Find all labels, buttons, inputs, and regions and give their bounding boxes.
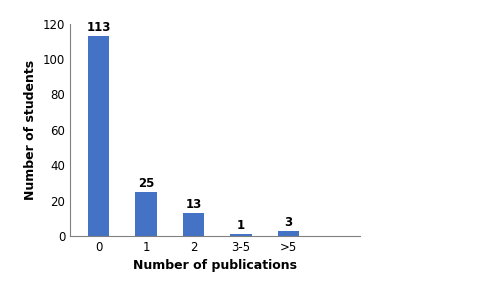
Bar: [88, 36, 109, 236]
Text: 13: 13: [186, 198, 202, 211]
Text: 3: 3: [284, 216, 293, 229]
Bar: [278, 231, 299, 236]
Text: 25: 25: [138, 177, 154, 190]
Bar: [230, 234, 252, 236]
X-axis label: Number of publications: Number of publications: [133, 259, 297, 272]
Text: 113: 113: [86, 21, 110, 34]
Bar: [183, 213, 204, 236]
Y-axis label: Number of students: Number of students: [24, 60, 37, 200]
Text: 1: 1: [237, 219, 245, 232]
Bar: [136, 192, 157, 236]
